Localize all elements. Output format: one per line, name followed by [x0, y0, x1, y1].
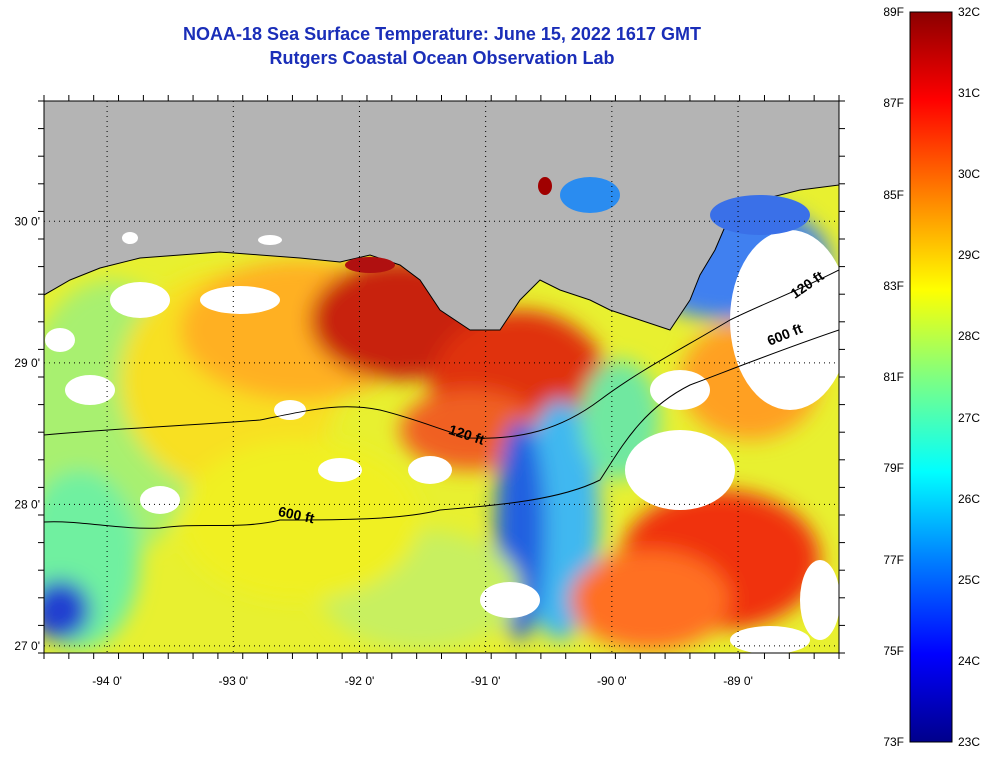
colorbar	[909, 11, 953, 743]
lon-tick-label: -91 0'	[471, 674, 501, 688]
lat-tick-label: 27 0'	[14, 639, 40, 653]
colorbar-celsius-label: 30C	[958, 167, 981, 182]
colorbar-celsius-label: 29C	[958, 248, 981, 263]
lat-tick-label: 29 0'	[14, 356, 40, 370]
colorbar-celsius-label: 23C	[958, 735, 981, 749]
colorbar-fahrenheit-label: 83F	[883, 278, 904, 293]
lon-tick-label: -93 0'	[218, 674, 248, 688]
colorbar-celsius-label: 27C	[958, 410, 981, 425]
lon-tick-label: -90 0'	[597, 674, 627, 688]
colorbar-fahrenheit-label: 75F	[883, 643, 904, 658]
axis-ticks: -94 0' -93 0' -92 0' -91 0' -90 0' -89 0' 30 0…	[14, 95, 845, 688]
colorbar-celsius-label: 25C	[958, 572, 981, 587]
colorbar-fahrenheit-label: 87F	[883, 96, 904, 111]
map-subtitle: Rutgers Coastal Ocean Observation Lab	[269, 48, 615, 68]
sst-field	[44, 101, 839, 653]
map-title: NOAA-18 Sea Surface Temperature: June 15…	[183, 24, 701, 44]
lon-tick-label: -94 0'	[92, 674, 122, 688]
colorbar-fahrenheit-label: 79F	[883, 461, 904, 476]
colorbar-celsius-label: 32C	[958, 5, 981, 19]
colorbar-fahrenheit-label: 73F	[883, 735, 904, 749]
lon-tick-label: -89 0'	[723, 674, 753, 688]
lat-tick-label: 30 0'	[14, 214, 40, 228]
colorbar-fahrenheit-label: 85F	[883, 187, 904, 202]
graticule	[44, 101, 839, 653]
colorbar-celsius-label: 28C	[958, 329, 981, 344]
colorbar-celsius-label: 31C	[958, 86, 981, 101]
contour-label: 600 ft	[277, 503, 316, 526]
colorbar-celsius-label: 26C	[958, 491, 981, 506]
colorbar-fahrenheit-label: 77F	[883, 552, 904, 567]
lon-tick-label: -92 0'	[345, 674, 375, 688]
lat-tick-label: 28 0'	[14, 497, 40, 511]
colorbar-celsius-label: 24C	[958, 653, 981, 668]
colorbar-fahrenheit-label: 89F	[883, 5, 904, 19]
colorbar-fahrenheit-label: 81F	[883, 370, 904, 384]
